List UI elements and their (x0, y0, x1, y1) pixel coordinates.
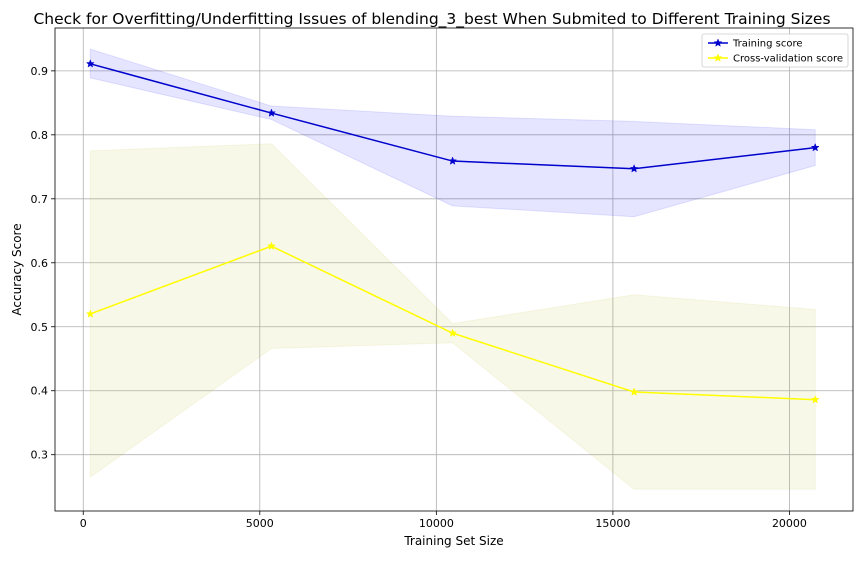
cross-validation-point (629, 387, 639, 396)
legend-training-marker (713, 38, 723, 47)
x-tick-label: 5000 (246, 517, 274, 530)
axis-ticks: 0 5000 10000 15000 20000 0.3 0.4 0.5 0.6 0.7 0.8 0.… (31, 65, 807, 530)
cross-validation-point (85, 309, 95, 318)
training-score-point (85, 59, 95, 68)
y-tick-label: 0.3 (31, 449, 49, 462)
cross-validation-point (448, 328, 458, 337)
legend: Training score Cross-validation score (701, 33, 849, 68)
x-axis-label: Training Set Size (403, 534, 503, 548)
training-score-point (266, 108, 276, 117)
y-tick-label: 0.5 (31, 321, 49, 334)
x-tick-label: 20000 (772, 517, 807, 530)
y-tick-label: 0.4 (31, 385, 49, 398)
legend-training-label: Training score (732, 39, 803, 50)
cross-validation-point (810, 394, 820, 404)
series-lines (85, 59, 820, 404)
y-tick-label: 0.7 (31, 193, 49, 206)
cross-validation-band (89, 143, 816, 490)
legend-box (701, 33, 849, 68)
plot-frame (54, 27, 854, 512)
y-axis-label: Accuracy Score (10, 223, 24, 315)
training-score-point (629, 164, 639, 173)
legend-cv-marker (713, 53, 723, 62)
confidence-bands (89, 48, 816, 490)
x-tick-label: 10000 (419, 517, 454, 530)
x-tick-label: 15000 (595, 517, 630, 530)
training-score-band (89, 48, 816, 218)
training-score-point (448, 156, 458, 165)
cross-validation-point (266, 241, 276, 250)
y-tick-label: 0.6 (31, 257, 49, 270)
grid (55, 28, 853, 511)
legend-cv-label: Cross-validation score (733, 54, 843, 65)
y-tick-label: 0.8 (31, 129, 49, 142)
chart-title: Check for Overfitting/Underfitting Issue… (33, 10, 830, 29)
training-score-point (810, 142, 820, 152)
y-tick-label: 0.9 (31, 65, 49, 78)
x-tick-label: 0 (80, 517, 87, 530)
